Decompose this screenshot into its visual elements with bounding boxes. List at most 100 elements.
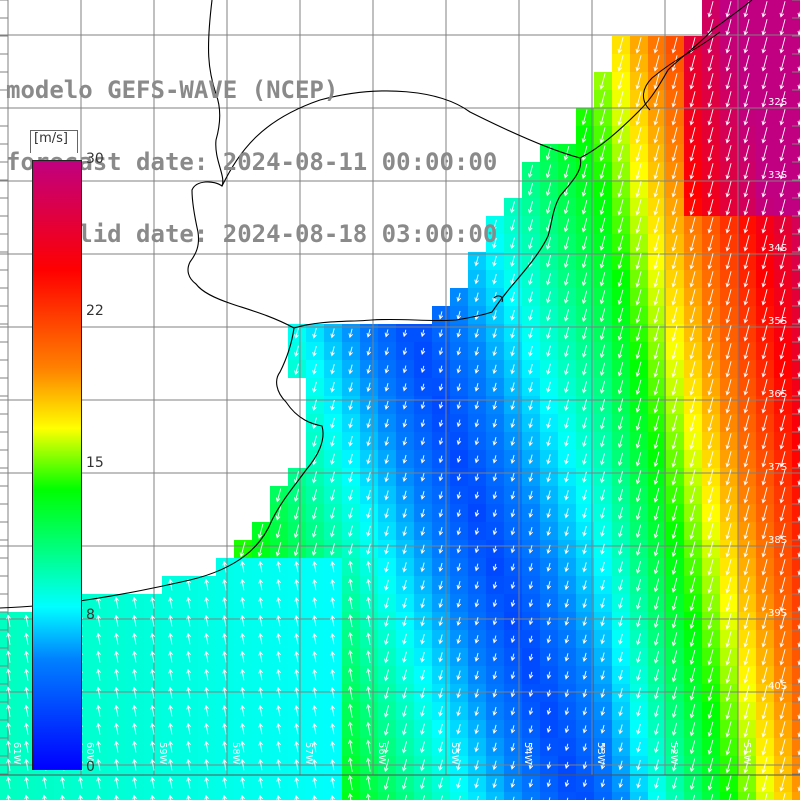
wind-arrow (671, 271, 678, 288)
wind-arrow (294, 758, 299, 771)
wind-arrow (689, 704, 696, 719)
wind-arrow (599, 254, 606, 269)
wind-cell (792, 36, 800, 54)
wind-arrow (510, 689, 516, 698)
wind-arrow (599, 344, 606, 359)
wind-arrow (779, 181, 786, 198)
wind-arrow (779, 163, 786, 180)
wind-arrow (438, 580, 443, 591)
wind-arrow (275, 524, 282, 539)
wind-cell (792, 216, 800, 234)
wind-arrow (258, 758, 263, 771)
wind-arrow (492, 364, 497, 375)
wind-arrow (186, 704, 191, 717)
wind-arrow (168, 578, 173, 591)
wind-cell (792, 162, 800, 180)
wind-cell (792, 450, 800, 468)
wind-arrow (438, 598, 443, 609)
wind-arrow (510, 400, 515, 411)
wind-cell (792, 0, 800, 18)
wind-arrow (275, 488, 282, 503)
model-title: modelo GEFS-WAVE (NCEP) (6, 76, 339, 104)
wind-arrow (564, 779, 570, 788)
wind-arrow (294, 363, 299, 376)
wind-arrow (528, 653, 534, 662)
wind-arrow (743, 73, 750, 90)
wind-arrow (564, 417, 569, 430)
wind-arrow (492, 581, 498, 590)
wind-arrow (635, 325, 642, 342)
wind-arrow (330, 722, 335, 735)
wind-arrow (584, 797, 587, 800)
wind-arrow (474, 581, 480, 590)
wind-arrow (779, 91, 786, 108)
wind-arrow (366, 739, 371, 754)
wind-arrow (779, 685, 786, 702)
wind-arrow (671, 451, 678, 468)
wind-arrow (689, 289, 696, 306)
wind-arrow (600, 742, 606, 752)
wind-arrow (707, 577, 714, 594)
wind-arrow (618, 670, 623, 681)
wind-arrow (546, 617, 552, 626)
wind-arrow (618, 760, 623, 771)
wind-arrow (761, 433, 768, 450)
wind-arrow (330, 525, 335, 538)
wind-arrow (528, 526, 534, 536)
wind-arrow (779, 361, 786, 378)
wind-arrow (330, 794, 335, 800)
wind-arrow (510, 509, 516, 518)
wind-arrow (366, 507, 371, 519)
wind-arrow (689, 235, 696, 252)
wind-arrow (60, 776, 65, 789)
wind-arrow (402, 687, 407, 700)
wind-arrow (707, 451, 714, 468)
wind-arrow (240, 578, 245, 591)
wind-arrow (743, 487, 750, 504)
wind-arrow (474, 760, 479, 771)
coastline (0, 0, 324, 609)
wind-arrow (564, 707, 570, 716)
wind-arrow (761, 577, 768, 594)
wind-arrow (492, 778, 497, 789)
wind-arrow (707, 361, 714, 378)
wind-arrow (761, 649, 768, 666)
wind-arrow (258, 686, 263, 699)
wind-arrow (617, 181, 624, 198)
wind-arrow (510, 255, 515, 268)
wind-arrow (402, 347, 408, 356)
wind-arrow (132, 740, 137, 753)
wind-arrow (653, 307, 660, 324)
wind-arrow (689, 722, 696, 737)
wind-arrow (474, 742, 479, 753)
wind-arrow (312, 668, 317, 681)
wind-cell (792, 324, 800, 342)
wind-arrow (635, 361, 642, 378)
wind-arrow (150, 650, 155, 663)
wind-arrow (689, 649, 696, 665)
wind-arrow (492, 724, 497, 734)
wind-arrow (761, 505, 768, 522)
wind-arrow (635, 199, 642, 216)
wind-arrow (638, 796, 641, 800)
wind-arrow (635, 181, 642, 198)
wind-arrow (492, 509, 498, 518)
wind-arrow (689, 217, 696, 234)
wind-arrow (330, 704, 335, 717)
wind-arrow (707, 325, 714, 342)
wind-arrow (528, 725, 534, 734)
wind-arrow (761, 541, 768, 558)
wind-arrow (402, 597, 407, 609)
wind-arrow (330, 328, 335, 339)
wind-arrow (674, 795, 677, 800)
wind-arrow (564, 598, 569, 609)
wind-arrow (707, 37, 714, 54)
wind-arrow (420, 651, 425, 663)
wind-arrow (510, 707, 516, 716)
wind-cell (792, 396, 800, 414)
wind-cell (684, 792, 702, 800)
wind-arrow (330, 471, 335, 484)
wind-arrow (636, 669, 641, 682)
wind-arrow (599, 290, 606, 305)
legend-tick-22: 22 (86, 303, 104, 319)
